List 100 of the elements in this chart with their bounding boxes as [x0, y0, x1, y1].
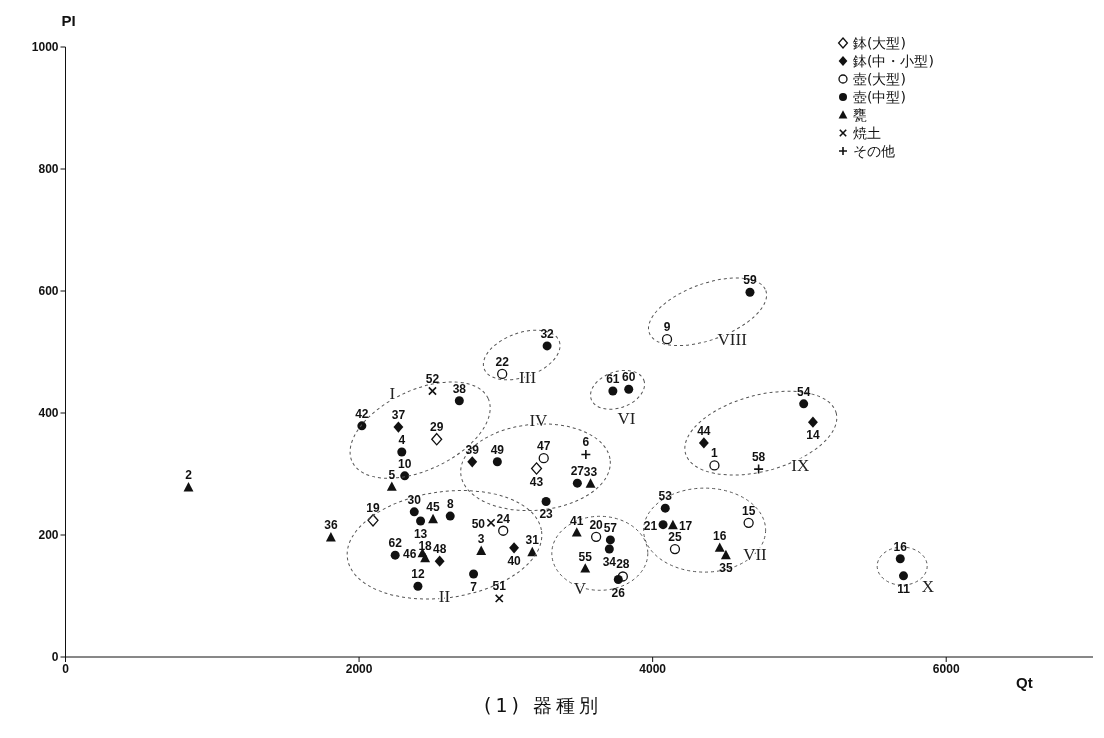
point — [669, 543, 681, 555]
annotation: 53 — [658, 489, 673, 504]
point — [899, 571, 908, 581]
annotation: 25 — [668, 530, 682, 545]
point — [624, 384, 634, 394]
point — [420, 552, 431, 563]
y-tick-label: 800 — [38, 162, 59, 177]
point — [714, 542, 725, 552]
annotation: VII — [743, 544, 768, 564]
legend-label: その他 — [853, 142, 895, 160]
point — [613, 575, 623, 585]
point — [486, 518, 496, 528]
point — [530, 462, 543, 475]
point — [492, 457, 502, 467]
point — [431, 432, 443, 446]
annotation: 21 — [643, 518, 658, 533]
legend-label: 壺(大型) — [853, 70, 906, 88]
y-tick-label: 600 — [38, 284, 59, 299]
annotation: 27 — [570, 464, 585, 479]
annotation: 43 — [529, 474, 544, 489]
point — [497, 368, 508, 380]
annotation: 58 — [751, 450, 766, 465]
annotation: 54 — [797, 384, 811, 399]
annotation: 41 — [570, 513, 584, 528]
annotation: 62 — [388, 536, 403, 551]
point — [541, 496, 551, 506]
annotation: 52 — [425, 372, 440, 387]
annotation: VI — [617, 408, 636, 428]
legend-label: 鉢(中・小型) — [853, 52, 934, 70]
point — [476, 545, 487, 555]
point — [745, 287, 755, 297]
annotation: X — [921, 576, 935, 596]
annotation: 38 — [452, 381, 467, 396]
annotation: 36 — [324, 518, 338, 533]
annotation: 14 — [806, 428, 820, 443]
annotation: 45 — [426, 500, 441, 515]
annotation: 30 — [407, 492, 422, 507]
annotation: 60 — [622, 370, 636, 385]
annotation: 44 — [697, 423, 711, 438]
y-axis-title: PI — [61, 12, 76, 29]
annotation: I — [389, 383, 396, 403]
point — [469, 569, 479, 579]
legend-label: 鉢(大型) — [853, 34, 906, 52]
legend-label: 甕 — [853, 106, 867, 124]
annotation: 31 — [525, 533, 540, 548]
annotation: 16 — [893, 539, 908, 554]
point — [393, 421, 404, 433]
annotation: 55 — [578, 549, 593, 564]
point — [604, 544, 614, 554]
point — [661, 334, 673, 345]
annotation: 6 — [582, 435, 590, 450]
annotation: 8 — [446, 497, 454, 512]
annotation: 40 — [507, 553, 522, 568]
point — [445, 511, 455, 521]
point — [571, 527, 582, 537]
annotation: 42 — [355, 406, 369, 421]
y-tick-label: 0 — [51, 650, 59, 665]
point — [605, 535, 615, 545]
annotation: 24 — [496, 511, 511, 526]
annotation: 9 — [663, 320, 671, 335]
point — [895, 554, 905, 564]
annotation: 46 — [403, 547, 417, 562]
x-tick-label: 0 — [62, 661, 70, 676]
annotation: 23 — [539, 507, 554, 522]
annotation: 26 — [611, 585, 626, 600]
x-axis-title: Qt — [1016, 674, 1033, 691]
point — [434, 555, 445, 567]
annotation: 39 — [465, 442, 480, 457]
point — [709, 460, 720, 471]
point — [572, 478, 582, 488]
point — [386, 481, 397, 491]
annotation: 13 — [413, 526, 428, 541]
x-tick-label: 4000 — [639, 661, 667, 676]
annotation: 15 — [741, 503, 756, 518]
annotation: 29 — [430, 420, 444, 435]
point — [538, 452, 549, 464]
point — [799, 399, 809, 409]
annotation: 50 — [471, 516, 486, 531]
point — [428, 386, 437, 396]
point — [807, 416, 818, 428]
annotation: 5 — [388, 467, 396, 482]
annotation: 4 — [398, 433, 406, 448]
annotation: 20 — [589, 517, 604, 532]
annotation: 35 — [719, 561, 733, 576]
annotation: 3 — [477, 531, 485, 546]
point — [580, 563, 591, 573]
annotation: 18 — [418, 539, 433, 554]
annotation: II — [438, 586, 451, 606]
x-tick-label: 6000 — [932, 661, 960, 676]
annotation: 28 — [616, 557, 630, 572]
point — [454, 396, 464, 406]
point — [743, 517, 754, 528]
point — [585, 478, 596, 488]
y-tick-label: 200 — [38, 528, 59, 543]
point — [428, 513, 438, 524]
point — [397, 447, 407, 457]
annotation: IX — [791, 456, 810, 476]
point — [390, 550, 400, 560]
annotation: 47 — [537, 439, 551, 454]
annotation: 48 — [432, 542, 447, 557]
